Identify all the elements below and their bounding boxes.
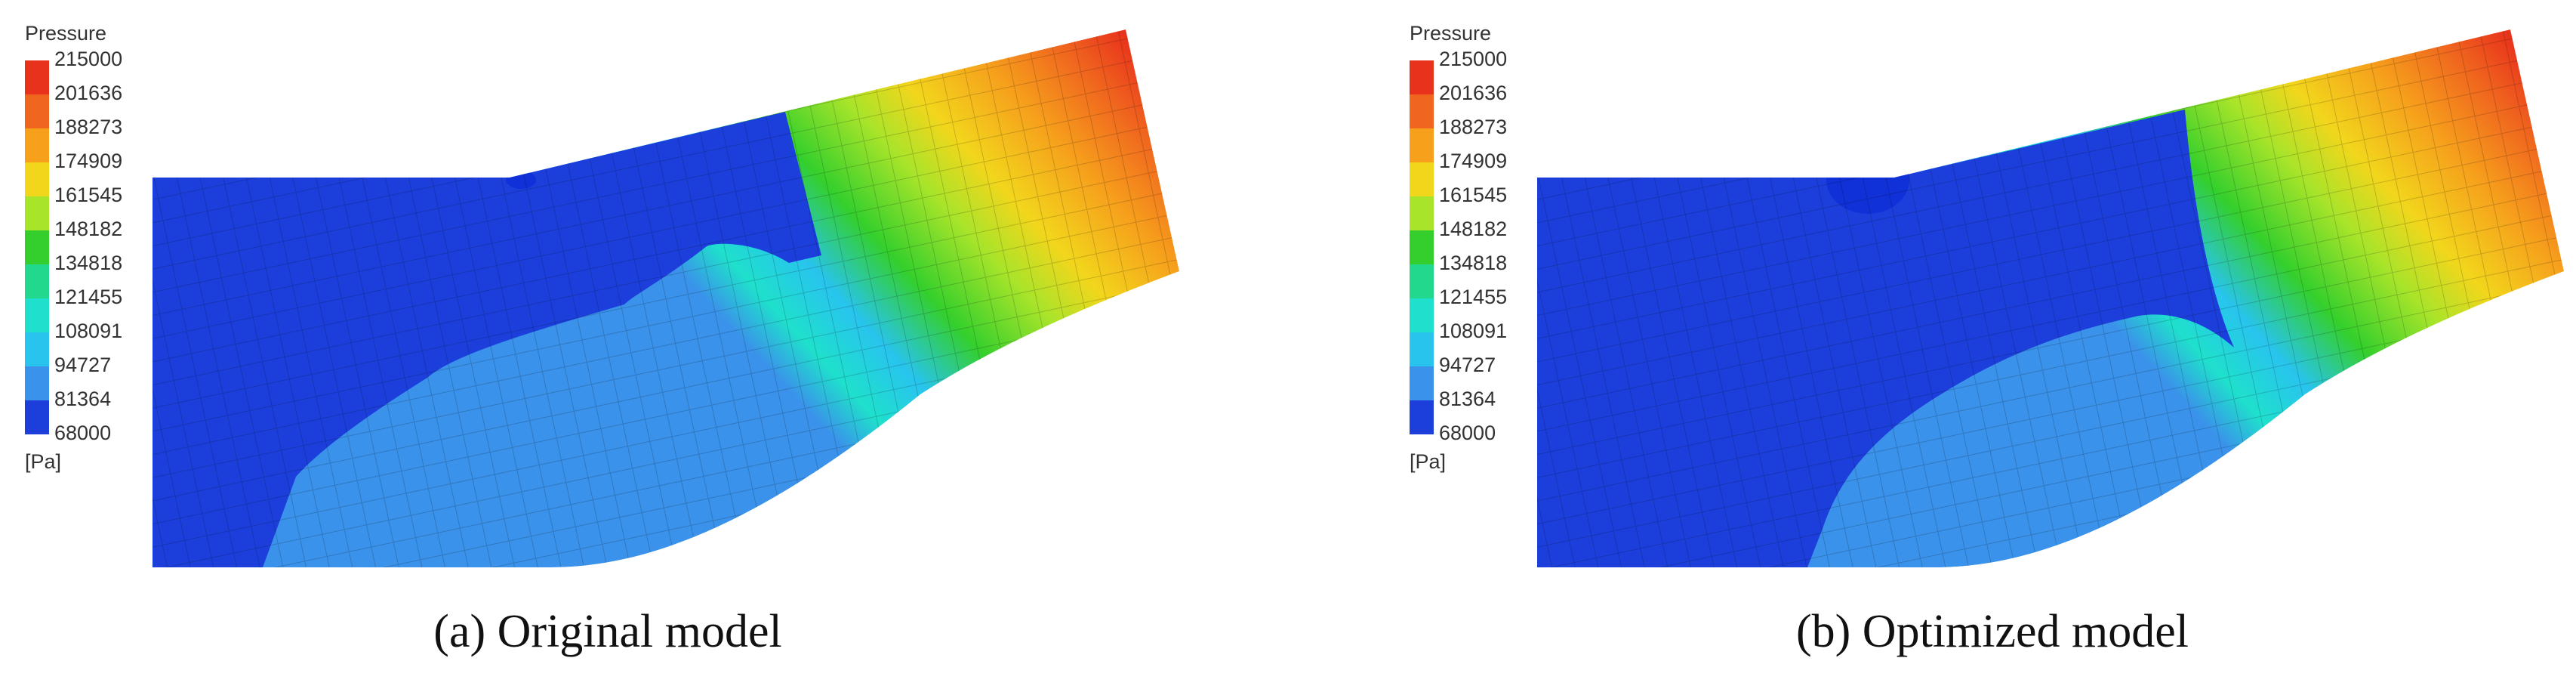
legend-level: 94727 bbox=[1439, 354, 1496, 376]
legend-level: 134818 bbox=[54, 252, 122, 274]
legend-swatch bbox=[25, 128, 49, 162]
legend-level: 188273 bbox=[54, 116, 122, 138]
legend-level: 148182 bbox=[1439, 218, 1507, 240]
panel: Pressure 215000 201636 188273 174909 161545 14… bbox=[1410, 22, 2564, 657]
legend-swatch bbox=[25, 366, 49, 400]
legend-level: 148182 bbox=[54, 218, 122, 240]
legend-level: 161545 bbox=[1439, 184, 1507, 206]
legend-level: 68000 bbox=[1439, 422, 1496, 444]
legend-level: 81364 bbox=[1439, 388, 1496, 410]
legend-swatch bbox=[1410, 196, 1434, 230]
legend-swatch bbox=[1410, 60, 1434, 94]
legend-swatch bbox=[25, 332, 49, 366]
contour bbox=[1537, 29, 2564, 567]
legend-level: 94727 bbox=[54, 354, 111, 376]
legend-level: 188273 bbox=[1439, 116, 1507, 138]
legend-level: 81364 bbox=[54, 388, 111, 410]
legend-level: 68000 bbox=[54, 422, 111, 444]
legend-swatch bbox=[25, 60, 49, 94]
panel: Pressure 215000 201636 188273 174909 161545 14… bbox=[25, 22, 1179, 657]
legend-swatch bbox=[1410, 128, 1434, 162]
legend-swatch bbox=[25, 264, 49, 298]
legend-level: 174909 bbox=[1439, 150, 1507, 172]
legend-level: 201636 bbox=[54, 82, 122, 104]
legend-swatch bbox=[1410, 230, 1434, 264]
legend-level: 108091 bbox=[54, 320, 122, 342]
legend-swatch bbox=[1410, 264, 1434, 298]
legend-swatch bbox=[1410, 400, 1434, 434]
legend-level: 215000 bbox=[54, 48, 122, 70]
legend-level: 161545 bbox=[54, 184, 122, 206]
legend-swatch bbox=[1410, 298, 1434, 332]
legend-level: 215000 bbox=[1439, 48, 1507, 70]
legend-level: 134818 bbox=[1439, 252, 1507, 274]
legend-title: Pressure bbox=[25, 22, 106, 45]
legend-level: 201636 bbox=[1439, 82, 1507, 104]
legend-swatch bbox=[25, 230, 49, 264]
legend-level: 121455 bbox=[1439, 286, 1507, 308]
legend-swatch bbox=[25, 298, 49, 332]
legend-swatch bbox=[1410, 162, 1434, 196]
legend-swatch bbox=[1410, 366, 1434, 400]
mesh bbox=[153, 29, 1179, 567]
legend-swatch bbox=[1410, 94, 1434, 128]
legend-swatch bbox=[25, 196, 49, 230]
legend-level: 121455 bbox=[54, 286, 122, 308]
contour bbox=[153, 29, 1179, 567]
caption: (b) Optimized model bbox=[1796, 606, 2189, 657]
legend-swatch bbox=[25, 94, 49, 128]
legend-unit: [Pa] bbox=[25, 450, 61, 473]
legend-title: Pressure bbox=[1410, 22, 1491, 45]
mesh bbox=[1537, 29, 2564, 567]
legend-swatch bbox=[25, 162, 49, 196]
caption: (a) Original model bbox=[433, 606, 781, 657]
legend-swatch bbox=[1410, 332, 1434, 366]
legend-swatch bbox=[25, 400, 49, 434]
legend-level: 108091 bbox=[1439, 320, 1507, 342]
legend-unit: [Pa] bbox=[1410, 450, 1446, 473]
legend-level: 174909 bbox=[54, 150, 122, 172]
